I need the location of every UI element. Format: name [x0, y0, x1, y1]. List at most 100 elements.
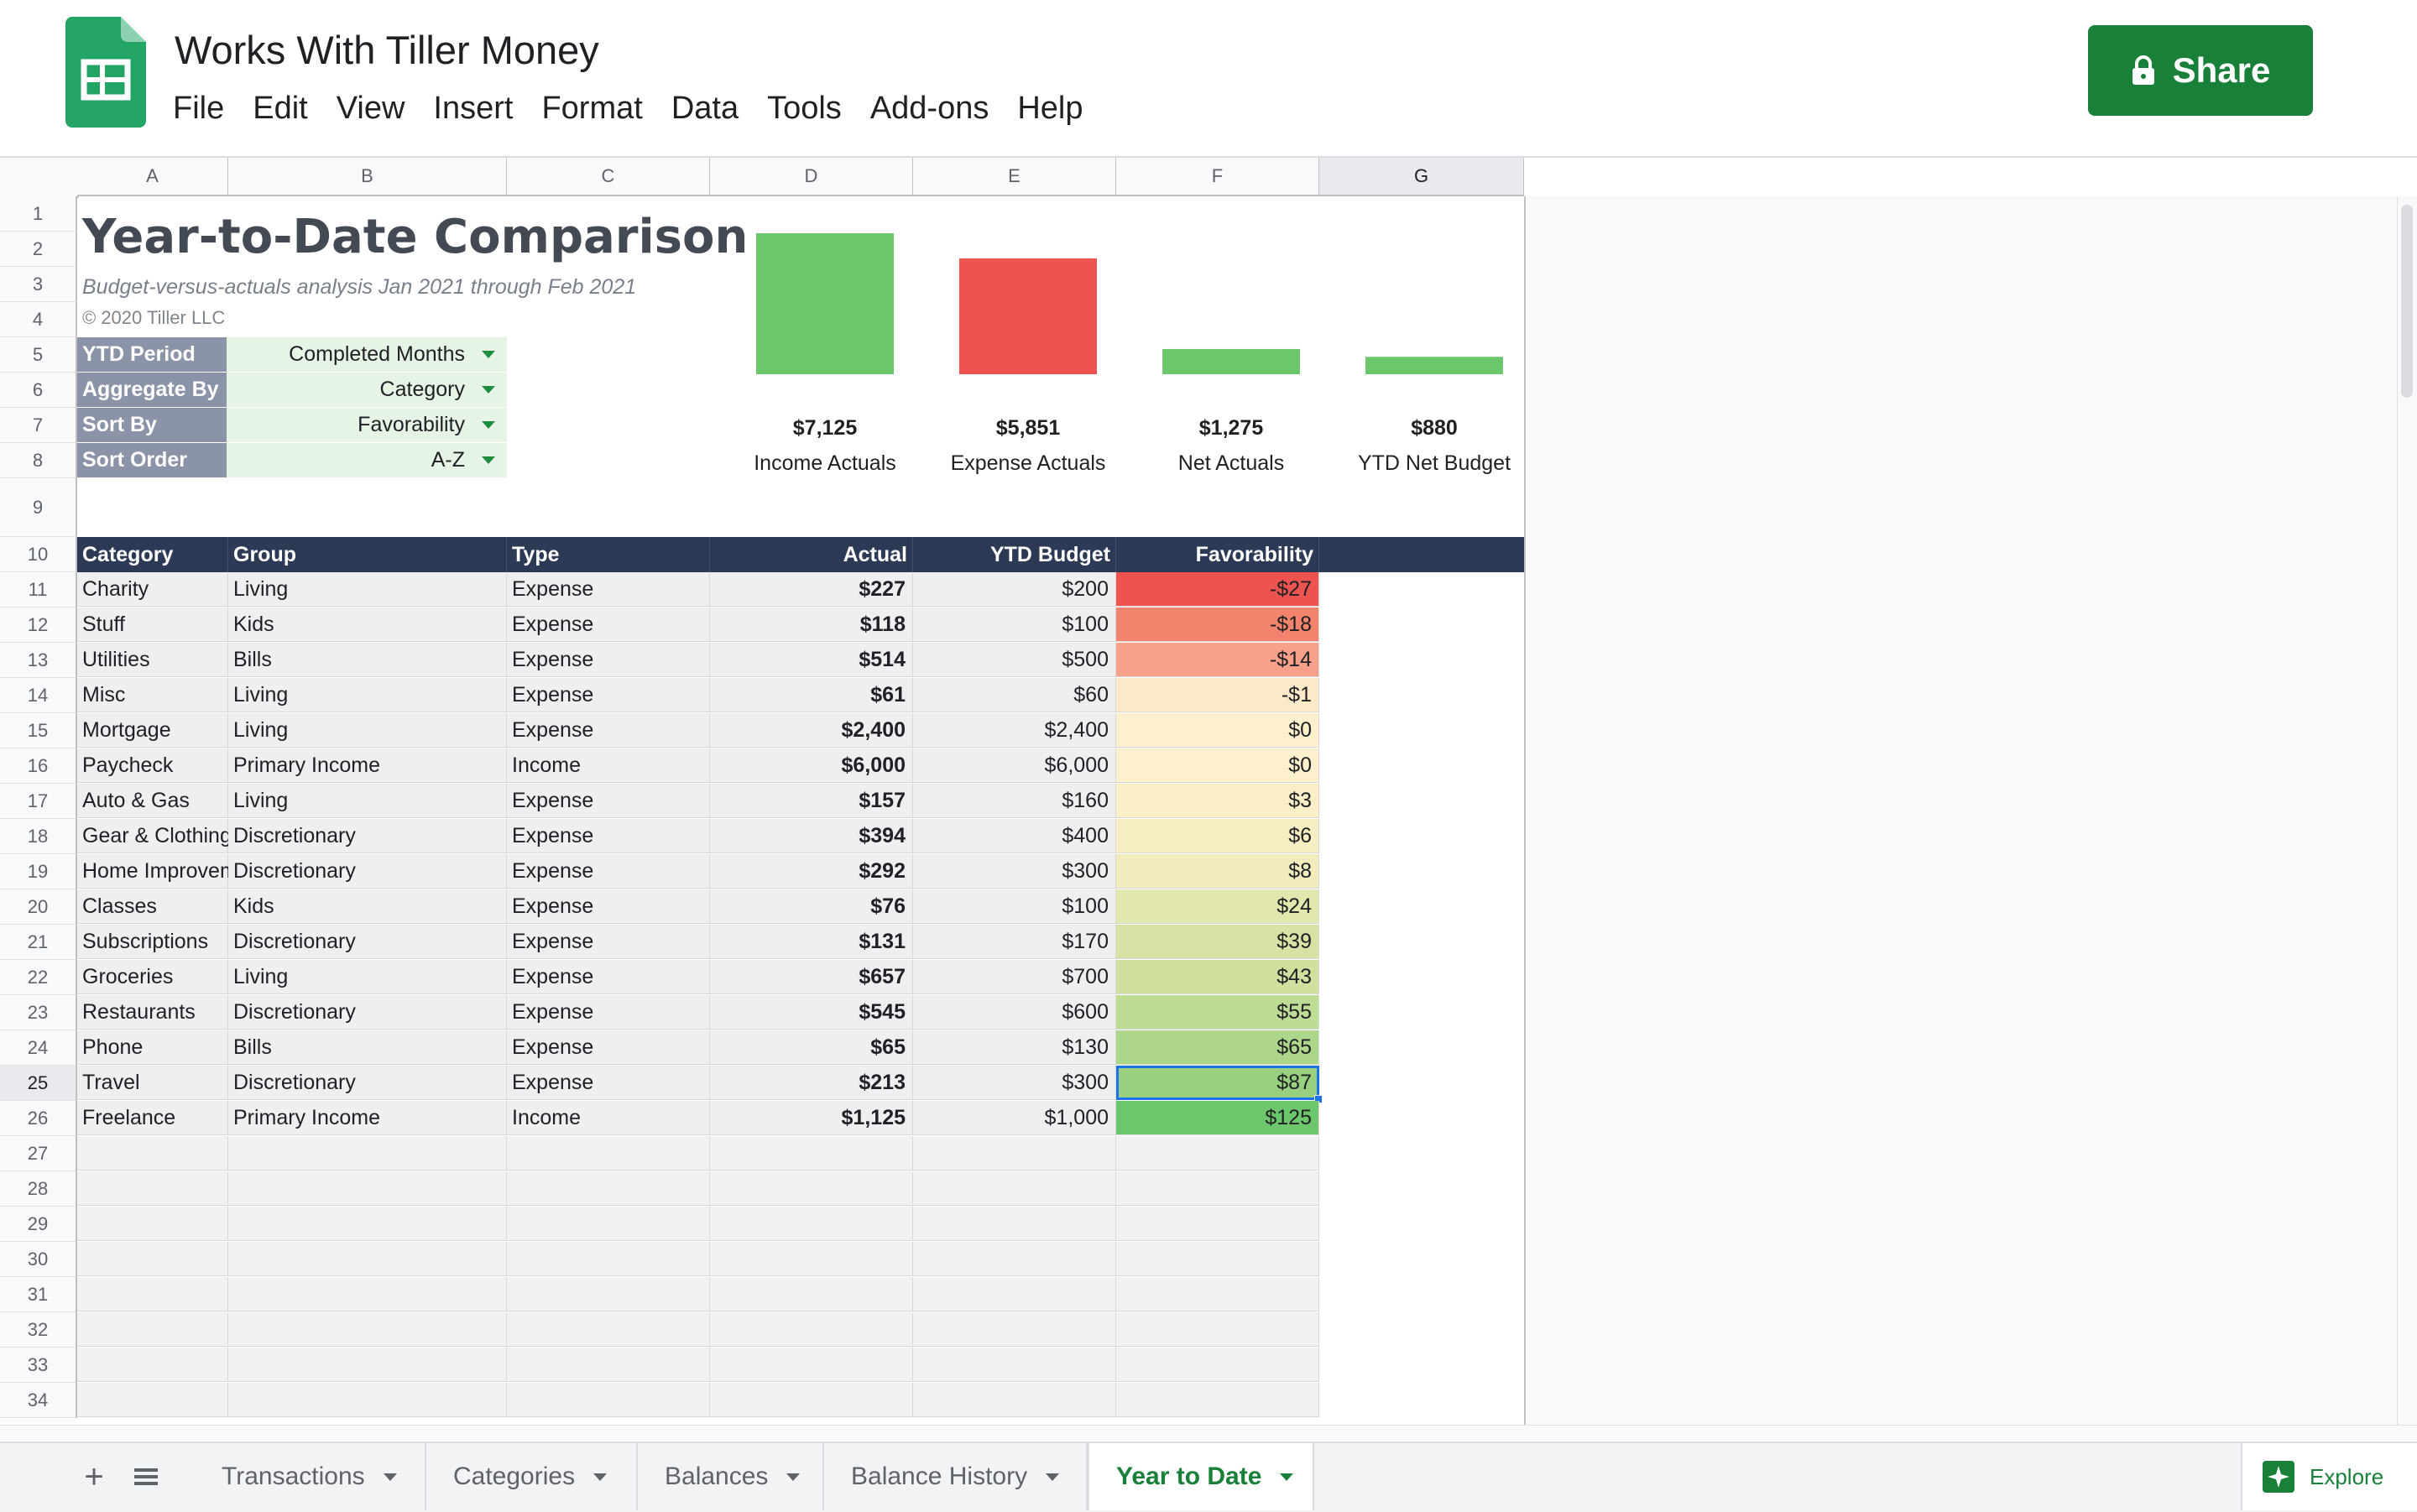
cell-actual[interactable]: $394 — [710, 819, 913, 853]
cell-category[interactable]: Travel — [77, 1066, 228, 1100]
tab-menu-caret-icon[interactable] — [1280, 1473, 1294, 1481]
row-header-19[interactable]: 19 — [0, 854, 77, 889]
cell-favorability[interactable]: $43 — [1116, 960, 1319, 994]
column-header-d[interactable]: D — [710, 158, 913, 196]
tab-menu-caret-icon[interactable] — [786, 1473, 801, 1481]
cell-actual[interactable]: $2,400 — [710, 713, 913, 748]
cell-group[interactable]: Discretionary — [228, 819, 507, 853]
empty-cell[interactable] — [1116, 1171, 1319, 1206]
cell-favorability[interactable]: $24 — [1116, 889, 1319, 924]
cell-favorability[interactable]: $65 — [1116, 1030, 1319, 1065]
row-header-6[interactable]: 6 — [0, 373, 77, 408]
cell-category[interactable]: Phone — [77, 1030, 228, 1065]
cell-category[interactable]: Home Improvements — [77, 854, 277, 889]
dropdown-arrow-icon[interactable] — [482, 456, 495, 464]
empty-cell[interactable] — [507, 1348, 710, 1382]
empty-cell[interactable] — [228, 1383, 507, 1417]
empty-cell[interactable] — [507, 1277, 710, 1311]
row-header-17[interactable]: 17 — [0, 784, 77, 819]
cell-category[interactable]: Stuff — [77, 607, 228, 642]
empty-cell[interactable] — [507, 1312, 710, 1347]
cell-type[interactable]: Expense — [507, 1066, 710, 1100]
cell-budget[interactable]: $1,000 — [913, 1101, 1116, 1135]
row-header-29[interactable]: 29 — [0, 1207, 77, 1242]
row-header-30[interactable]: 30 — [0, 1242, 77, 1277]
row-header-1[interactable]: 1 — [0, 196, 77, 232]
cell-type[interactable]: Expense — [507, 889, 710, 924]
empty-cell[interactable] — [913, 1277, 1116, 1311]
cell-type[interactable]: Income — [507, 748, 710, 783]
cell-actual[interactable]: $292 — [710, 854, 913, 889]
document-title[interactable]: Works With Tiller Money — [175, 28, 599, 72]
row-header-23[interactable]: 23 — [0, 995, 77, 1030]
cell-group[interactable]: Discretionary — [228, 854, 507, 889]
cell-group[interactable]: Discretionary — [228, 1066, 507, 1100]
cell-category[interactable]: Utilities — [77, 643, 228, 677]
cell-type[interactable]: Expense — [507, 819, 710, 853]
cell-favorability[interactable]: -$18 — [1116, 607, 1319, 642]
cell-favorability[interactable]: -$1 — [1116, 678, 1319, 712]
empty-cell[interactable] — [77, 1383, 228, 1417]
empty-cell[interactable] — [228, 1207, 507, 1241]
cell-actual[interactable]: $545 — [710, 995, 913, 1030]
cell-category[interactable]: Restaurants — [77, 995, 228, 1030]
empty-cell[interactable] — [228, 1348, 507, 1382]
explore-button[interactable]: Explore — [2241, 1443, 2417, 1510]
sheet-tab-transactions[interactable]: Transactions — [195, 1443, 426, 1510]
cell-budget[interactable]: $6,000 — [913, 748, 1116, 783]
row-header-10[interactable]: 10 — [0, 537, 77, 572]
empty-cell[interactable] — [77, 1136, 228, 1170]
empty-cell[interactable] — [913, 1312, 1116, 1347]
cell-favorability[interactable]: $55 — [1116, 995, 1319, 1030]
cell-group[interactable]: Discretionary — [228, 925, 507, 959]
empty-cell[interactable] — [507, 1136, 710, 1170]
menu-item-view[interactable]: View — [336, 91, 405, 126]
menu-item-add-ons[interactable]: Add-ons — [869, 91, 989, 126]
cell-budget[interactable]: $130 — [913, 1030, 1116, 1065]
cell-group[interactable]: Primary Income — [228, 748, 507, 783]
empty-cell[interactable] — [77, 1348, 228, 1382]
empty-cell[interactable] — [913, 1207, 1116, 1241]
cell-type[interactable]: Expense — [507, 995, 710, 1030]
row-header-7[interactable]: 7 — [0, 408, 77, 443]
vertical-scrollbar[interactable] — [2397, 196, 2417, 1442]
cell-category[interactable]: Mortgage — [77, 713, 228, 748]
cell-type[interactable]: Expense — [507, 960, 710, 994]
row-header-2[interactable]: 2 — [0, 232, 77, 267]
empty-cell[interactable] — [507, 1242, 710, 1276]
empty-cell[interactable] — [1116, 1242, 1319, 1276]
cell-group[interactable]: Living — [228, 713, 507, 748]
cell-type[interactable]: Income — [507, 1101, 710, 1135]
cell-group[interactable]: Kids — [228, 889, 507, 924]
cell-budget[interactable]: $300 — [913, 854, 1116, 889]
scrollbar-thumb[interactable] — [2401, 205, 2413, 398]
column-header-b[interactable]: B — [228, 158, 507, 196]
cell-group[interactable]: Living — [228, 678, 507, 712]
cell-actual[interactable]: $65 — [710, 1030, 913, 1065]
row-header-13[interactable]: 13 — [0, 643, 77, 678]
cell-group[interactable]: Bills — [228, 643, 507, 677]
empty-cell[interactable] — [710, 1312, 913, 1347]
empty-cell[interactable] — [1116, 1312, 1319, 1347]
share-button[interactable]: Share — [2088, 25, 2313, 116]
row-header-22[interactable]: 22 — [0, 960, 77, 995]
dropdown-arrow-icon[interactable] — [482, 386, 495, 394]
row-header-27[interactable]: 27 — [0, 1136, 77, 1171]
cell-category[interactable]: Auto & Gas — [77, 784, 228, 818]
empty-cell[interactable] — [710, 1383, 913, 1417]
cell-budget[interactable]: $600 — [913, 995, 1116, 1030]
cell-group[interactable]: Bills — [228, 1030, 507, 1065]
cell-actual[interactable]: $76 — [710, 889, 913, 924]
tab-menu-caret-icon[interactable] — [1046, 1473, 1060, 1481]
empty-cell[interactable] — [228, 1312, 507, 1347]
cell-favorability[interactable]: $0 — [1116, 748, 1319, 783]
cell-category[interactable]: Groceries — [77, 960, 228, 994]
menu-item-help[interactable]: Help — [1017, 91, 1083, 126]
cell-budget[interactable]: $500 — [913, 643, 1116, 677]
empty-cell[interactable] — [1116, 1348, 1319, 1382]
cell-type[interactable]: Expense — [507, 854, 710, 889]
cell-actual[interactable]: $213 — [710, 1066, 913, 1100]
cell-budget[interactable]: $100 — [913, 607, 1116, 642]
setting-dropdown[interactable]: Category — [227, 373, 507, 407]
cell-actual[interactable]: $227 — [710, 572, 913, 607]
